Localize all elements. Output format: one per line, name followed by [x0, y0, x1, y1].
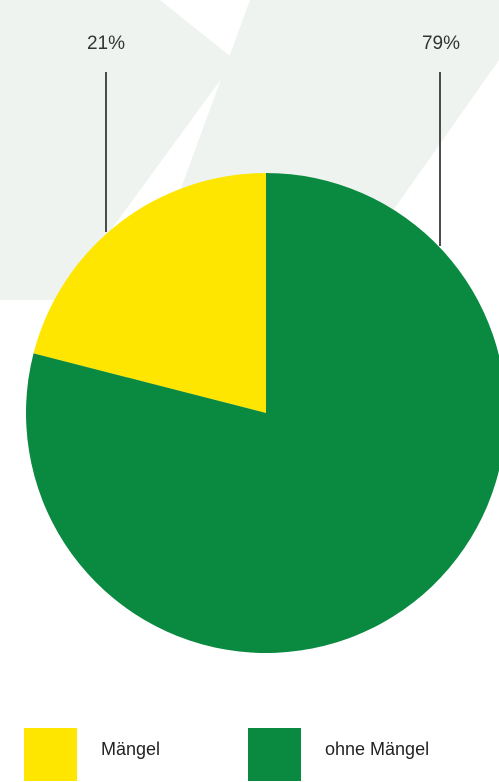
legend: Mängel ohne Mängel	[0, 725, 499, 781]
pie-slice-maengel	[33, 173, 267, 413]
data-label-maengel: 21%	[87, 33, 125, 54]
pie-slices	[26, 173, 499, 653]
leader-lines	[105, 72, 441, 246]
legend-label-ohne-maengel: ohne Mängel	[325, 739, 430, 759]
data-label-ohne-maengel: 79%	[422, 33, 460, 54]
legend-swatch-maengel	[24, 728, 77, 781]
legend-swatch-ohne-maengel	[248, 728, 301, 781]
pie-slice-ohne-maengel	[26, 173, 499, 653]
legend-label-maengel: Mängel	[101, 739, 161, 759]
